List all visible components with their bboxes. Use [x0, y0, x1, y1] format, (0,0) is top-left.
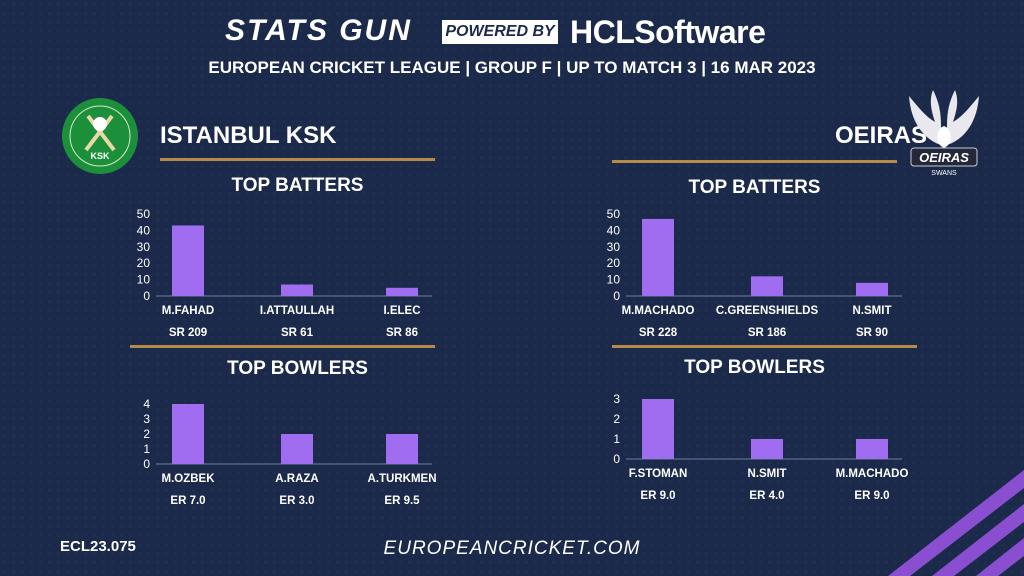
graphic-code: ECL23.075	[60, 538, 136, 555]
y-tick-label: 40	[607, 223, 621, 237]
data-sublabel: ER 9.5	[384, 495, 420, 507]
oeiras-swan-icon: OEIRAS SWANS	[905, 86, 983, 182]
y-tick-label: 0	[613, 452, 620, 466]
y-tick-label: 0	[143, 289, 150, 303]
y-tick-label: 3	[613, 392, 620, 406]
y-tick-label: 20	[137, 256, 151, 270]
chart-ksk-top-batters: 0 10 20 30 40 50 M.FAHAD SR 209 I.ATTAULLAH SR 61…	[137, 207, 432, 339]
x-tick-label: M.OZBEK	[161, 473, 215, 485]
y-tick-label: 40	[137, 223, 151, 237]
decorative-stripes	[888, 470, 1024, 576]
x-tick-label: A.TURKMEN	[368, 473, 437, 485]
bar	[751, 439, 783, 459]
bar	[642, 218, 674, 296]
data-sublabel: SR 186	[748, 327, 786, 339]
data-sublabel: SR 228	[639, 327, 678, 339]
team-divider-right	[612, 160, 897, 163]
bar	[386, 287, 418, 296]
x-tick-label: N.SMIT	[748, 468, 787, 480]
data-sublabel: ER 4.0	[749, 490, 784, 502]
data-sublabel: SR 61	[281, 327, 314, 339]
data-sublabel: ER 3.0	[279, 495, 314, 507]
x-tick-label: I.ATTAULLAH	[260, 305, 334, 317]
y-tick-label: 1	[143, 442, 150, 456]
ksk-crest-icon: KSK	[60, 96, 140, 176]
header: STATS GUN POWERED BY HCLSoftware	[0, 14, 1024, 54]
team-divider-left	[160, 158, 435, 161]
y-tick-label: 4	[143, 397, 150, 411]
x-tick-label: N.SMIT	[853, 305, 892, 317]
bar	[642, 399, 674, 459]
bar	[856, 282, 888, 296]
section-title-left-bowlers: TOP BOWLERS	[227, 358, 368, 379]
section-divider-left	[130, 345, 435, 348]
ksk-crest-text: KSK	[90, 151, 110, 161]
y-tick-label: 10	[607, 273, 621, 287]
section-title-left-batters: TOP BATTERS	[231, 175, 364, 196]
chart-oeiras-top-batters: 0 10 20 30 40 50 M.MACHADO SR 228 C.GREENSHIELDS…	[607, 207, 902, 339]
data-sublabel: SR 90	[856, 327, 888, 339]
page-subtitle: EUROPEAN CRICKET LEAGUE | GROUP F | UP T…	[208, 58, 816, 77]
data-sublabel: ER 9.0	[854, 490, 889, 502]
data-sublabel: ER 7.0	[170, 495, 205, 507]
y-tick-label: 2	[613, 412, 620, 426]
bar	[172, 404, 204, 464]
y-tick-label: 50	[137, 207, 151, 221]
stats-gun-logo: STATS GUN	[225, 14, 412, 47]
powered-by-badge: POWERED BY	[442, 20, 558, 44]
y-tick-label: 30	[137, 240, 151, 254]
y-tick-label: 50	[607, 207, 621, 221]
team-name-oeiras: OEIRAS	[835, 122, 928, 149]
bar	[751, 276, 783, 296]
x-tick-label: M.FAHAD	[162, 305, 214, 317]
bar	[856, 439, 888, 459]
y-tick-label: 30	[607, 240, 621, 254]
y-tick-label: 10	[137, 273, 151, 287]
x-tick-label: I.ELEC	[383, 305, 420, 317]
section-title-right-batters: TOP BATTERS	[688, 177, 821, 198]
oeiras-logo-text: OEIRAS	[919, 150, 969, 165]
section-title-right-bowlers: TOP BOWLERS	[684, 357, 825, 378]
data-sublabel: SR 209	[169, 327, 207, 339]
bar	[281, 284, 313, 296]
x-tick-label: A.RAZA	[275, 473, 318, 485]
y-tick-label: 20	[607, 256, 621, 270]
hcl-software-logo: HCLSoftware	[570, 14, 766, 50]
x-tick-label: C.GREENSHIELDS	[716, 305, 819, 317]
website-link[interactable]: EUROPEANCRICKET.COM	[383, 538, 641, 559]
x-tick-label: F.STOMAN	[629, 468, 688, 480]
x-tick-label: M.MACHADO	[836, 468, 909, 480]
y-tick-label: 0	[613, 289, 620, 303]
bar	[281, 434, 313, 464]
y-tick-label: 1	[613, 432, 620, 446]
y-tick-label: 2	[143, 427, 150, 441]
section-divider-right	[612, 345, 917, 348]
chart-oeiras-top-bowlers: 0 1 2 3 F.STOMAN ER 9.0 N.SMIT ER 4.0 M.MACHADO E…	[613, 392, 909, 502]
x-tick-label: M.MACHADO	[622, 305, 695, 317]
data-sublabel: ER 9.0	[640, 490, 675, 502]
bar	[172, 225, 204, 296]
y-tick-label: 0	[143, 457, 150, 471]
oeiras-logo-subtext: SWANS	[931, 170, 957, 177]
data-sublabel: SR 86	[386, 327, 418, 339]
y-tick-label: 3	[143, 412, 150, 426]
team-name-istanbul-ksk: ISTANBUL KSK	[160, 122, 337, 149]
bar	[386, 434, 418, 464]
